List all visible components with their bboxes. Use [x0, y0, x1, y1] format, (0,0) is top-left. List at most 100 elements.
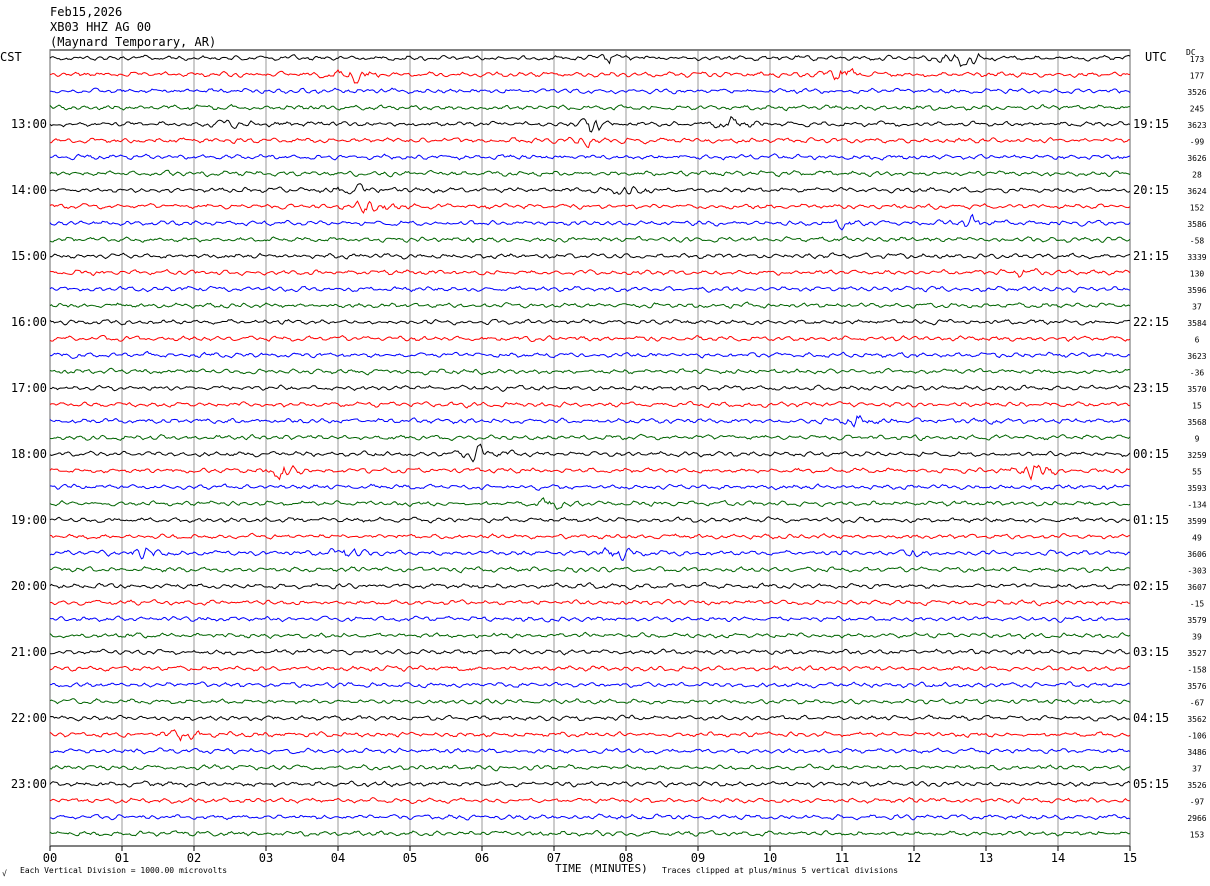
trace-line	[49, 213, 1131, 231]
left-hour-label: 18:00	[11, 447, 47, 461]
dc-offset-label: 6	[1195, 336, 1200, 345]
dc-offset-label: 2966	[1187, 814, 1206, 823]
dc-offset-label: 3596	[1187, 286, 1206, 295]
x-tick-label: 02	[187, 851, 201, 865]
right-hour-label: 19:15	[1133, 117, 1169, 131]
dc-offset-label: -303	[1187, 567, 1206, 576]
trace-line	[49, 301, 1131, 309]
left-hour-label: 17:00	[11, 381, 47, 395]
trace-line	[49, 813, 1131, 821]
left-hour-label: 13:00	[11, 117, 47, 131]
right-timezone: UTC	[1145, 50, 1167, 64]
chart-date: Feb15,2026	[50, 5, 123, 19]
dc-offset-label: 3584	[1187, 319, 1206, 328]
dc-offset-label: 177	[1190, 72, 1205, 81]
trace-line	[49, 169, 1131, 178]
right-hour-label: 02:15	[1133, 579, 1169, 593]
trace-line	[49, 350, 1131, 359]
dc-offset-label: -158	[1187, 666, 1206, 675]
trace-line	[49, 318, 1131, 326]
trace-line	[49, 763, 1131, 772]
x-tick-label: 10	[763, 851, 777, 865]
trace-line	[49, 200, 1131, 214]
trace-line	[49, 516, 1131, 524]
x-tick-label: 15	[1123, 851, 1137, 865]
dc-offset-label: 153	[1190, 831, 1205, 840]
dc-offset-label: 3526	[1187, 781, 1206, 790]
station-code: XB03 HHZ AG 00	[50, 20, 152, 34]
trace-line	[49, 598, 1131, 607]
trace-line	[49, 796, 1131, 805]
trace-line	[49, 648, 1131, 656]
x-tick-label: 04	[331, 851, 345, 865]
dc-offset-label: -15	[1190, 600, 1205, 609]
plot-grid	[49, 49, 1131, 847]
trace-line	[49, 87, 1131, 95]
right-hour-label: 01:15	[1133, 513, 1169, 527]
trace-line	[49, 729, 1131, 742]
dc-offset-label: -67	[1190, 699, 1205, 708]
dc-offset-label: 3339	[1187, 253, 1206, 262]
dc-offset-label: -106	[1187, 732, 1206, 741]
right-hour-label: 21:15	[1133, 249, 1169, 263]
right-hour-label: 23:15	[1133, 381, 1169, 395]
right-hour-label: 04:15	[1133, 711, 1169, 725]
dc-offset-label: -58	[1190, 237, 1205, 246]
corner-mark: √	[2, 869, 7, 878]
right-hour-label: 20:15	[1133, 183, 1169, 197]
station-location: (Maynard Temporary, AR)	[50, 35, 217, 49]
dc-offset-label: 37	[1192, 303, 1202, 312]
dc-offset-label: 3527	[1187, 649, 1206, 658]
x-axis-title: TIME (MINUTES)	[555, 862, 648, 875]
trace-line	[49, 115, 1131, 133]
trace-line	[49, 464, 1131, 481]
trace-line	[49, 384, 1131, 392]
trace-line	[49, 829, 1131, 837]
dc-offset-label: 3607	[1187, 583, 1206, 592]
trace-line	[49, 747, 1131, 755]
trace-line	[49, 497, 1131, 511]
dc-offset-label: 49	[1192, 534, 1202, 543]
trace-line	[49, 136, 1130, 149]
plot-frame	[49, 49, 1131, 847]
trace-line	[49, 546, 1131, 562]
trace-line	[49, 433, 1131, 442]
dc-offset-label: 3623	[1187, 121, 1206, 130]
left-hour-label: 19:00	[11, 513, 47, 527]
x-tick-label: 01	[115, 851, 129, 865]
x-tick-label: 03	[259, 851, 273, 865]
dc-offset-label: 9	[1195, 435, 1200, 444]
dc-offset-label: 3623	[1187, 352, 1206, 361]
seismic-traces	[49, 52, 1131, 837]
trace-line	[49, 367, 1131, 376]
dc-offset-label: 3486	[1187, 748, 1206, 757]
left-hour-label: 15:00	[11, 249, 47, 263]
trace-line	[49, 414, 1131, 428]
x-tick-label: 00	[43, 851, 57, 865]
trace-line	[49, 153, 1131, 161]
trace-line	[49, 780, 1131, 788]
left-hour-label: 14:00	[11, 183, 47, 197]
dc-offset-label: 28	[1192, 171, 1202, 180]
axis-ticks: 00 01 02 03 04 05 06 07 08 09 10 11 12 13 14 15 173 177 35…	[11, 55, 1207, 865]
trace-line	[49, 698, 1131, 705]
dc-offset-label: -36	[1190, 369, 1205, 378]
dc-offset-label: 3568	[1187, 418, 1206, 427]
left-hour-label: 21:00	[11, 645, 47, 659]
trace-line	[49, 581, 1131, 591]
dc-offset-label: 152	[1190, 204, 1205, 213]
dc-offset-label: 173	[1190, 55, 1205, 64]
trace-line	[49, 400, 1131, 409]
x-tick-label: 11	[835, 851, 849, 865]
right-hour-label: 00:15	[1133, 447, 1169, 461]
trace-line	[49, 714, 1131, 722]
trace-line	[49, 443, 1131, 463]
trace-line	[49, 615, 1131, 623]
dc-offset-label: 130	[1190, 270, 1205, 279]
trace-line	[49, 681, 1131, 689]
right-hour-label: 03:15	[1133, 645, 1169, 659]
x-tick-label: 08	[619, 851, 633, 865]
dc-offset-label: -97	[1190, 798, 1205, 807]
dc-offset-label: 3562	[1187, 715, 1206, 724]
